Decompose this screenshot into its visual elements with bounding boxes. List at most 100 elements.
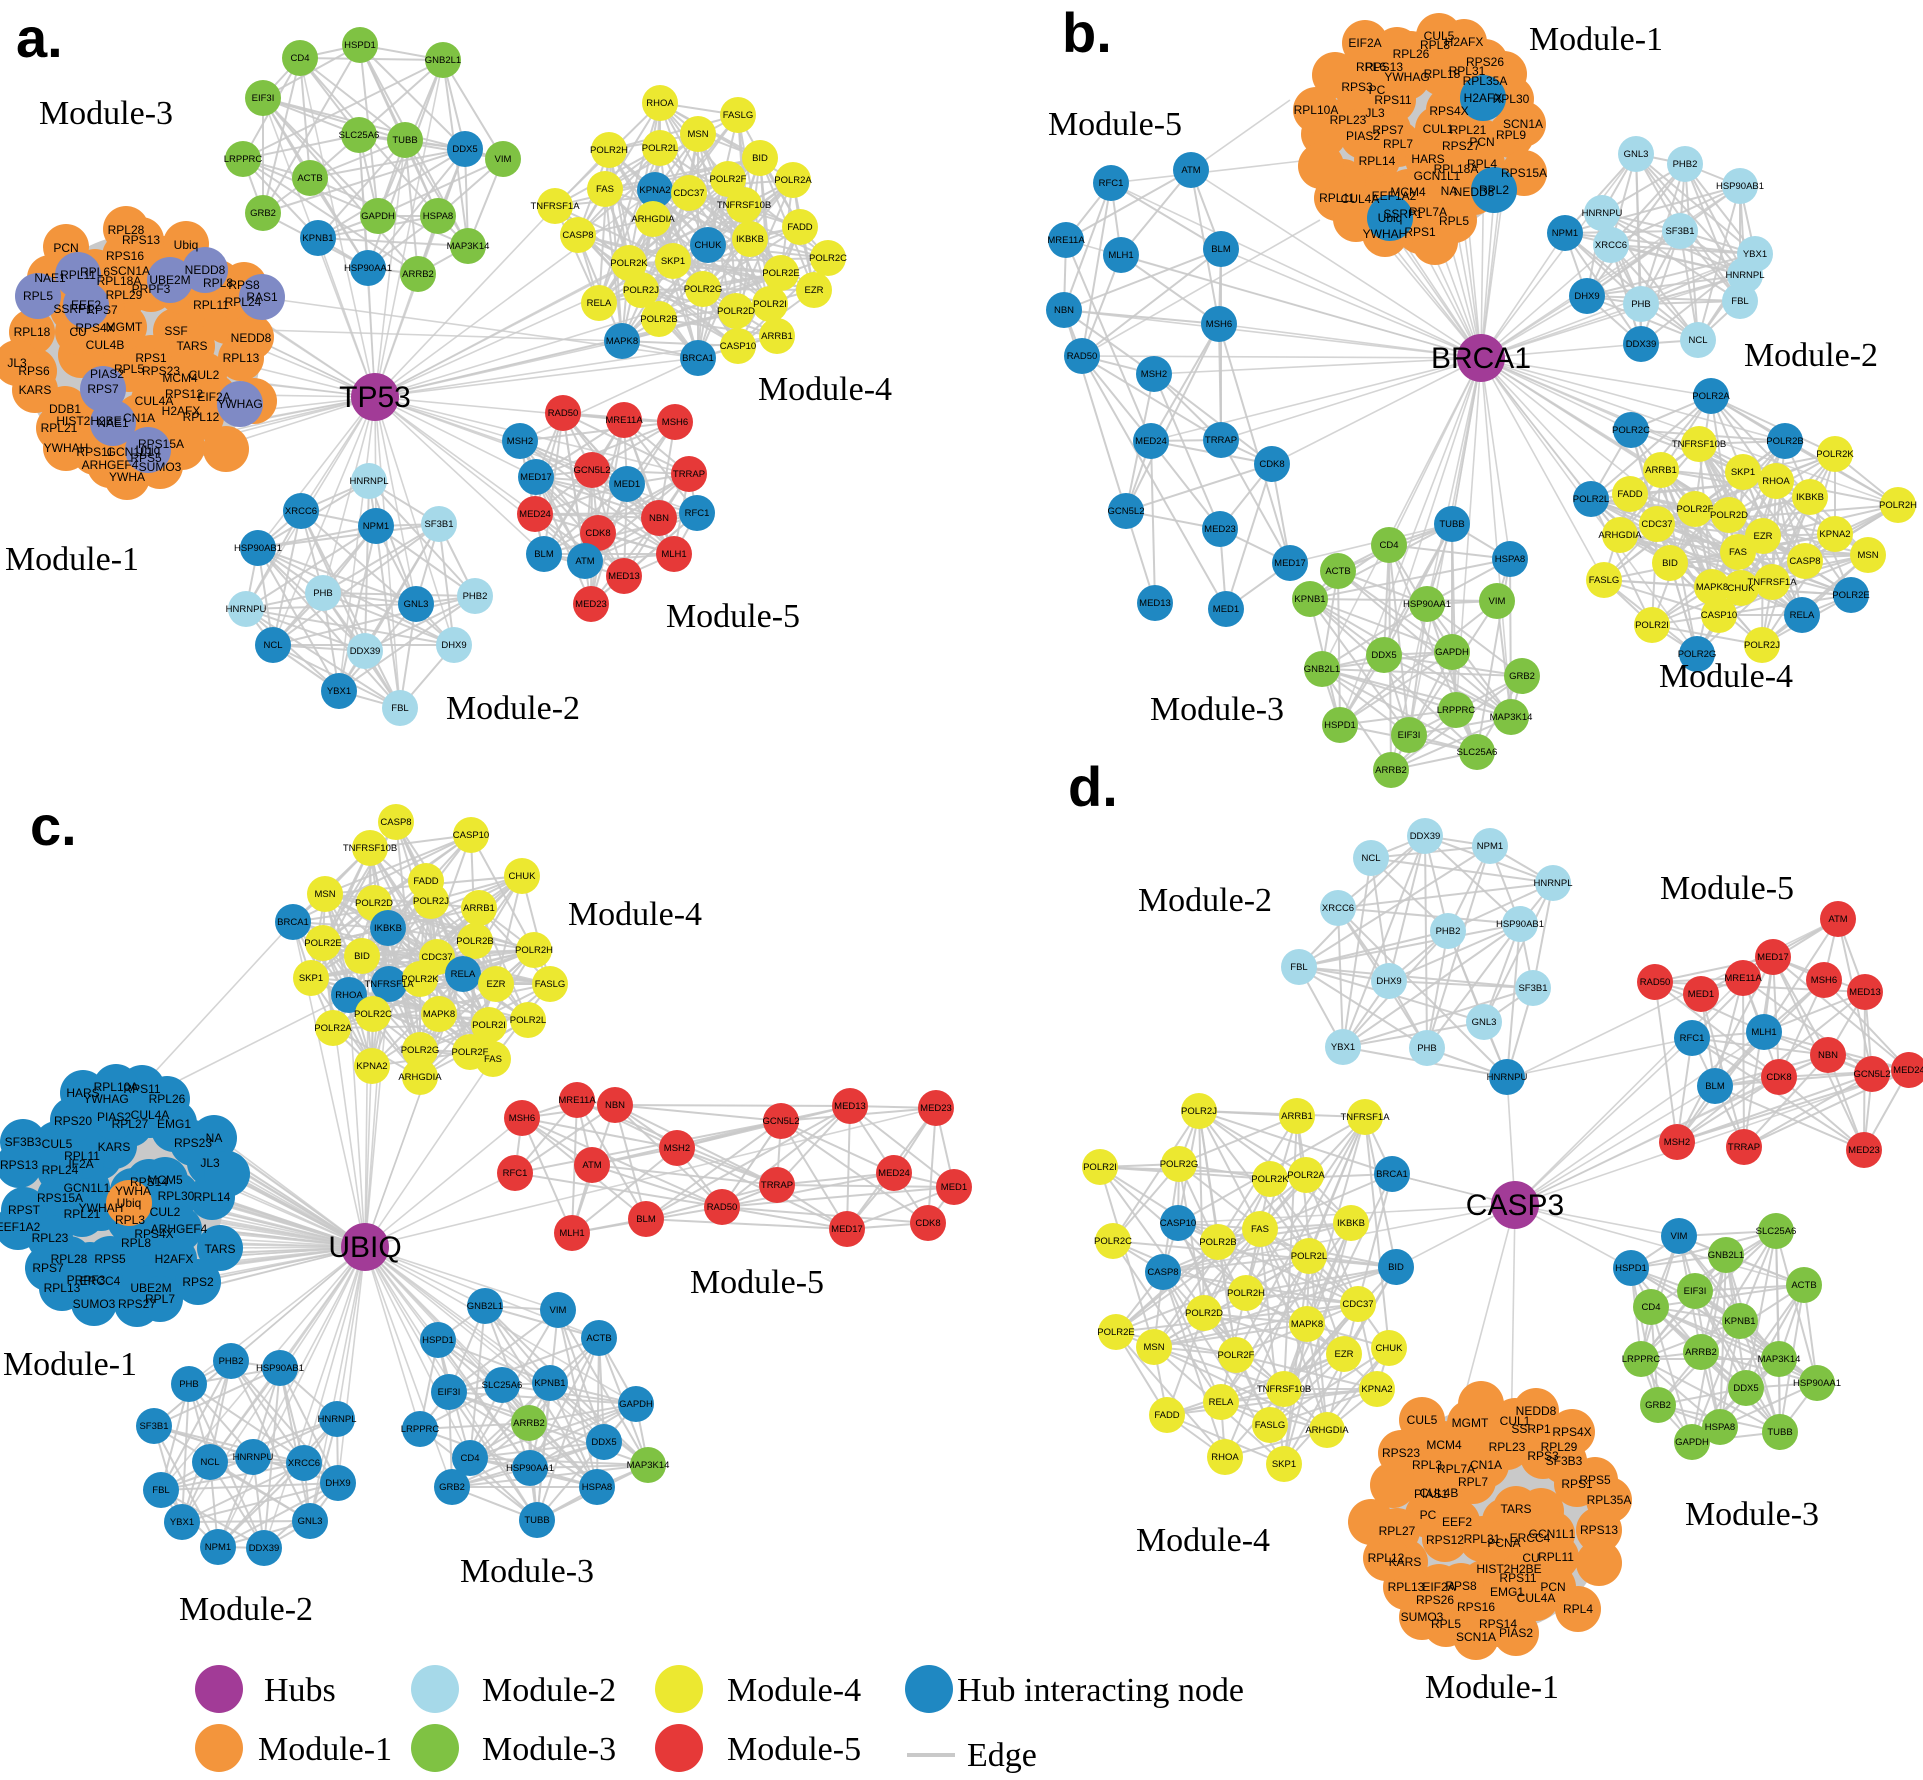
svg-text:RFC1: RFC1 [503, 1168, 528, 1179]
svg-text:ATM: ATM [582, 1160, 601, 1171]
svg-text:POLR2J: POLR2J [623, 285, 659, 296]
svg-text:RPS5: RPS5 [130, 451, 162, 465]
svg-text:FADD: FADD [1617, 489, 1642, 500]
svg-text:SSF: SSF [164, 324, 187, 338]
svg-text:RPL13: RPL13 [44, 1281, 81, 1295]
svg-text:MSH2: MSH2 [1141, 369, 1167, 380]
svg-text:FAS: FAS [1729, 547, 1747, 558]
svg-text:POLR2H: POLR2H [1879, 500, 1917, 511]
svg-text:RPS26: RPS26 [1466, 55, 1504, 69]
svg-text:RPL23: RPL23 [1330, 113, 1367, 127]
svg-text:RPL35A: RPL35A [1463, 74, 1508, 88]
svg-text:RPS8: RPS8 [228, 278, 260, 292]
svg-text:ATM: ATM [575, 556, 594, 567]
svg-text:RPL30: RPL30 [158, 1189, 195, 1203]
svg-text:KPNB1: KPNB1 [1724, 1316, 1755, 1327]
svg-text:HNRNPL: HNRNPL [1533, 878, 1572, 889]
svg-text:CUL1: CUL1 [1500, 1414, 1531, 1428]
svg-text:HSPD1: HSPD1 [1324, 720, 1356, 731]
svg-text:ARRB1: ARRB1 [761, 331, 793, 342]
svg-text:CHUK: CHUK [695, 240, 723, 251]
svg-text:GCN5L2: GCN5L2 [1108, 506, 1145, 517]
svg-text:PHB2: PHB2 [1673, 159, 1698, 170]
svg-text:CUL4B: CUL4B [86, 338, 125, 352]
svg-text:RAD50: RAD50 [707, 1202, 738, 1213]
svg-text:Ubiq: Ubiq [117, 1196, 142, 1210]
svg-text:TNFRSF1A: TNFRSF1A [1747, 577, 1797, 588]
svg-text:RPS26: RPS26 [1416, 1593, 1454, 1607]
svg-text:MED1: MED1 [1213, 604, 1239, 615]
svg-text:Module-2: Module-2 [482, 1672, 616, 1709]
svg-text:RPL29: RPL29 [1541, 1440, 1578, 1454]
svg-text:NBN: NBN [605, 1100, 625, 1111]
svg-text:SSRP1: SSRP1 [53, 302, 93, 316]
svg-text:FADD: FADD [787, 222, 812, 233]
svg-text:SCN1A: SCN1A [110, 264, 150, 278]
svg-text:RPS7: RPS7 [86, 303, 118, 317]
svg-text:RPL8: RPL8 [121, 1236, 151, 1250]
svg-text:PHB: PHB [313, 588, 333, 599]
svg-text:RPL24: RPL24 [42, 1163, 79, 1177]
svg-text:HSPA8: HSPA8 [582, 1482, 612, 1493]
svg-text:POLR2K: POLR2K [401, 974, 439, 985]
svg-text:SUMO3: SUMO3 [1401, 1610, 1444, 1624]
svg-text:POLR2D: POLR2D [355, 898, 393, 909]
svg-text:MSN: MSN [1857, 550, 1878, 561]
svg-text:HNRNPU: HNRNPU [226, 604, 267, 615]
svg-text:ARRB2: ARRB2 [1685, 1347, 1717, 1358]
svg-text:KPNB1: KPNB1 [534, 1378, 565, 1389]
svg-text:KPNB1: KPNB1 [1294, 594, 1325, 605]
svg-text:BRCA1: BRCA1 [1431, 342, 1531, 375]
svg-text:CASP10: CASP10 [720, 341, 756, 352]
svg-text:EIF3I: EIF3I [1398, 730, 1421, 741]
svg-text:POLR2I: POLR2I [472, 1020, 506, 1031]
svg-text:RPL5: RPL5 [23, 289, 53, 303]
svg-text:FAS: FAS [1251, 1224, 1269, 1235]
svg-text:RPS23: RPS23 [174, 1136, 212, 1150]
svg-text:MED24: MED24 [519, 509, 551, 520]
svg-text:MGMT: MGMT [106, 320, 143, 334]
svg-text:PHB2: PHB2 [219, 1356, 244, 1367]
svg-text:SUMO3: SUMO3 [139, 460, 182, 474]
svg-text:HARS: HARS [66, 1086, 99, 1100]
svg-text:GAPDH: GAPDH [1435, 647, 1469, 658]
svg-text:RPS7: RPS7 [32, 1261, 64, 1275]
svg-text:RPL27: RPL27 [112, 1117, 149, 1131]
svg-text:EMG1: EMG1 [1490, 1585, 1524, 1599]
svg-text:DDX5: DDX5 [452, 144, 477, 155]
svg-text:CN1A: CN1A [123, 411, 155, 425]
svg-text:SLC25A6: SLC25A6 [1457, 747, 1498, 758]
svg-text:RPL12: RPL12 [183, 410, 220, 424]
svg-text:Module-2: Module-2 [1138, 882, 1272, 919]
svg-text:CDK8: CDK8 [915, 1218, 940, 1229]
svg-text:HNRNPU: HNRNPU [1582, 208, 1623, 219]
svg-text:POLR2B: POLR2B [456, 936, 494, 947]
svg-text:FADD: FADD [413, 876, 438, 887]
svg-text:Module-5: Module-5 [690, 1264, 824, 1301]
svg-text:H2AFX: H2AFX [162, 404, 201, 418]
svg-text:RPL13: RPL13 [223, 351, 260, 365]
svg-text:GNB2L1: GNB2L1 [467, 1301, 503, 1312]
svg-text:RPL11: RPL11 [64, 1149, 100, 1163]
svg-text:POLR2E: POLR2E [1097, 1327, 1135, 1338]
svg-text:NPM1: NPM1 [1477, 841, 1503, 852]
svg-text:YWHAH: YWHAH [79, 1201, 124, 1215]
svg-text:YBX1: YBX1 [170, 1517, 194, 1528]
svg-text:SUMO3: SUMO3 [73, 1297, 116, 1311]
svg-text:RPS3: RPS3 [1527, 1449, 1559, 1463]
svg-text:NPM1: NPM1 [1552, 228, 1578, 239]
svg-text:Module-4: Module-4 [1659, 658, 1793, 695]
svg-text:NEDD8: NEDD8 [1516, 1404, 1557, 1418]
svg-text:RPS27: RPS27 [1442, 139, 1480, 153]
svg-text:TUBB: TUBB [1439, 519, 1464, 530]
svg-text:POLR2H: POLR2H [1227, 1288, 1265, 1299]
svg-text:RPL11: RPL11 [1319, 191, 1355, 205]
svg-text:NCL: NCL [263, 640, 282, 651]
svg-text:ERCC4: ERCC4 [80, 1274, 121, 1288]
svg-text:RPS11: RPS11 [76, 445, 113, 459]
svg-text:HNRNPL: HNRNPL [317, 1414, 356, 1425]
svg-text:POLR2F: POLR2F [710, 174, 747, 185]
svg-text:HSP90AA1: HSP90AA1 [344, 263, 392, 274]
svg-text:POLR2G: POLR2G [1678, 649, 1717, 660]
svg-text:HSP90AA1: HSP90AA1 [506, 1463, 554, 1474]
